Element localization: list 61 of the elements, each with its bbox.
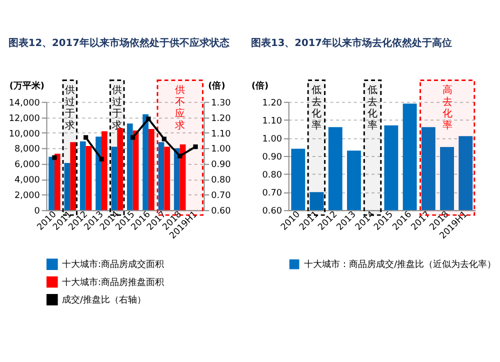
bar [48, 156, 54, 210]
y-tick-label: 1.10 [262, 116, 282, 126]
y-tick-label: 12,000 [8, 114, 40, 124]
bar [96, 136, 102, 210]
bar [86, 146, 92, 210]
bar [101, 131, 108, 210]
y2-tick-label: 0.80 [211, 176, 232, 186]
y-tick-label: 0.90 [262, 152, 282, 162]
point [162, 136, 166, 142]
band-label: 低去化率 [368, 85, 378, 132]
band-label: 供不应求 [175, 85, 186, 132]
point [178, 154, 182, 158]
point [130, 135, 136, 140]
legend-label: 十大城市:商品房推盘面积 [62, 276, 164, 288]
bar [54, 154, 60, 210]
bar [174, 148, 180, 210]
point [84, 135, 88, 140]
y-tick-label: 1.00 [262, 134, 282, 144]
bar [111, 146, 118, 210]
y2-tick-label: 0.90 [211, 160, 232, 170]
bar [142, 114, 149, 210]
y-tick-label: 14,000 [8, 98, 40, 108]
bar [158, 142, 164, 210]
bar [80, 141, 86, 210]
bar [70, 142, 76, 210]
y-tick-label: 6,000 [14, 160, 40, 170]
y2-tick-label: 1.10 [211, 129, 232, 140]
y-tick-label: 0.80 [262, 170, 282, 181]
y2-tick-label: 0.70 [211, 191, 232, 202]
legend-label: 十大城市：商品房成交/推盘比（近似为去化率） [304, 259, 496, 270]
y-tick-label: 4,000 [14, 176, 40, 186]
band-label: 供过于求 [112, 85, 122, 132]
y-tick-label: 10,000 [8, 129, 40, 140]
y-tick-label: 8,000 [14, 144, 40, 155]
y-axis-title: (倍) [251, 80, 269, 92]
bar [148, 128, 154, 210]
point [146, 116, 151, 122]
y-tick-label: 0.70 [262, 188, 282, 199]
bar [126, 124, 133, 210]
bar [117, 128, 124, 210]
band-label: 供过于求 [64, 85, 75, 132]
y-axis-title: (万平米) [9, 80, 44, 92]
legend-label: 成交/推盘比（右轴） [62, 294, 146, 306]
y2-axis-title: (倍) [208, 80, 226, 92]
point [193, 144, 198, 150]
point [99, 156, 104, 162]
y-tick-label: 1.20 [262, 98, 282, 108]
chart-title: 图表12、2017年以来市场依然处于供不应求状态 [8, 37, 230, 50]
y2-tick-label: 1.20 [211, 114, 232, 124]
bar [164, 146, 170, 210]
bar [64, 162, 70, 210]
band-label: 低去化率 [311, 85, 322, 132]
legend-label: 十大城市:商品房成交面积 [62, 259, 164, 270]
band-label: 高去化率 [442, 84, 452, 132]
y2-tick-label: 1.00 [211, 144, 232, 155]
y2-tick-label: 0.60 [211, 206, 232, 217]
chart-title: 图表13、2017年以来市场去化依然处于高位 [250, 37, 452, 50]
point [52, 155, 57, 160]
y2-tick-label: 1.30 [211, 98, 232, 108]
y-tick-label: 0.60 [262, 206, 282, 217]
y-tick-label: 2,000 [14, 191, 40, 202]
